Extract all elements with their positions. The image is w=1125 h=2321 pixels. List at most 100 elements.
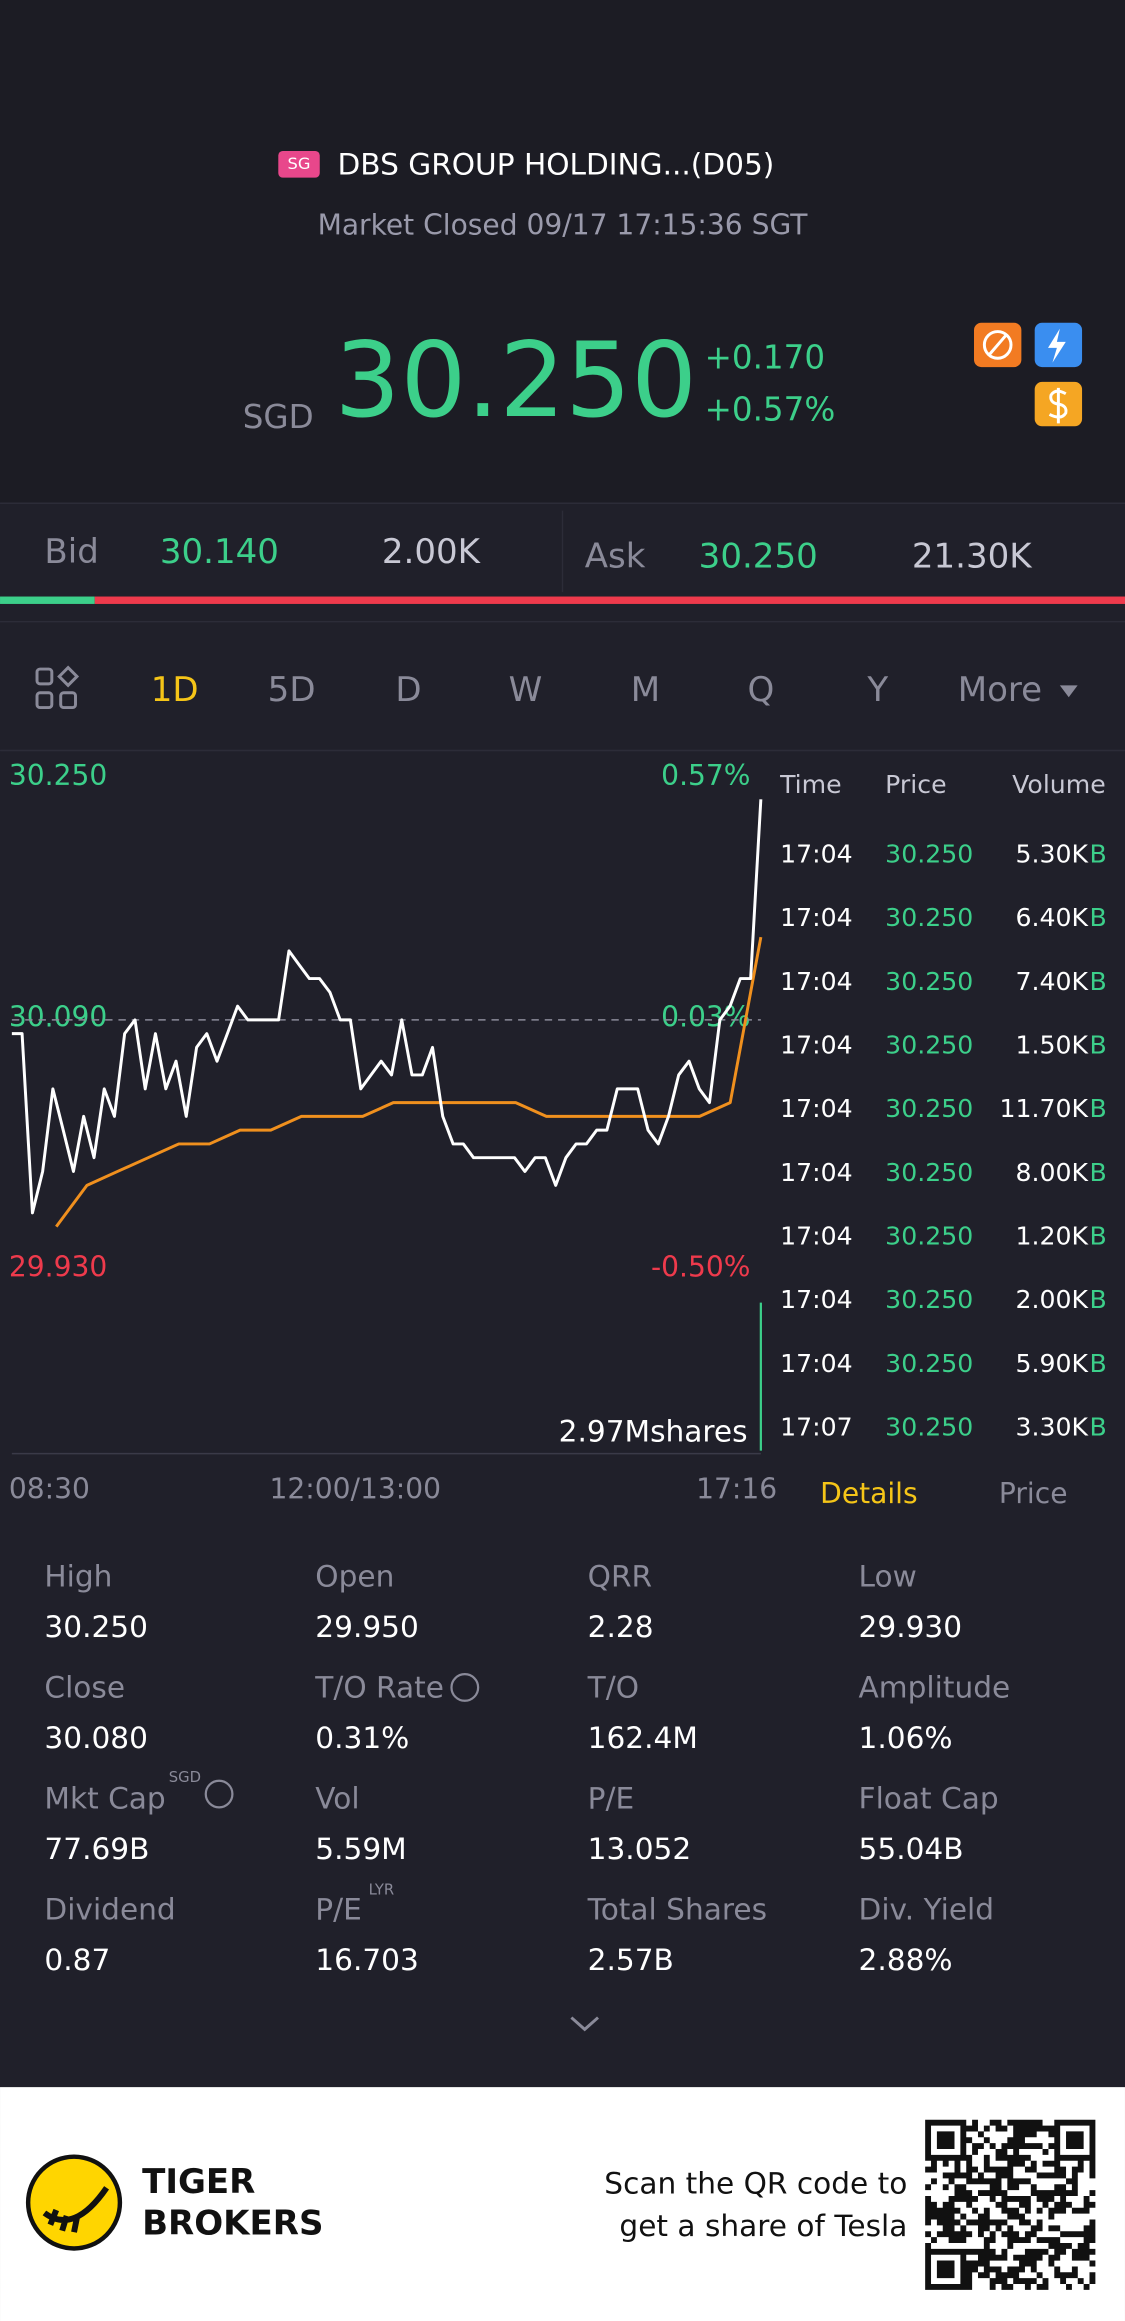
- bid-price: 30.140: [160, 532, 279, 572]
- x-tick-label: 12:00/13:00: [270, 1473, 441, 1506]
- brand-logo-glyph: [42, 2186, 110, 2233]
- trade-side: B: [1089, 1221, 1106, 1250]
- detail-label: Mkt Cap: [44, 1781, 165, 1815]
- bid-bar: [0, 596, 95, 604]
- icon-glyph: [1048, 328, 1066, 363]
- trade-header: Volume: [1012, 770, 1106, 799]
- detail-value: 30.250: [44, 1610, 148, 1644]
- trade-volume: 6.40K: [1015, 903, 1089, 932]
- trade-side: B: [1089, 1412, 1106, 1441]
- trade-volume: 8.00K: [1015, 1158, 1089, 1187]
- stock-title: DBS GROUP HOLDING...(D05): [338, 147, 775, 181]
- period-tab[interactable]: 1D: [151, 670, 199, 710]
- period-tab[interactable]: Q: [747, 670, 774, 710]
- trade-price: 30.250: [885, 1412, 973, 1441]
- detail-value: 55.04B: [859, 1832, 964, 1866]
- expand-chevron[interactable]: [570, 2016, 600, 2032]
- period-tab[interactable]: Y: [866, 670, 888, 710]
- x-tick-label: 17:16: [696, 1473, 777, 1506]
- side-tab[interactable]: Details: [820, 1477, 917, 1510]
- trade-price: 30.250: [885, 903, 973, 932]
- y-tick-label: 30.090: [9, 1000, 107, 1033]
- currency: SGD: [243, 398, 314, 436]
- y-tick-label: 29.930: [9, 1251, 107, 1284]
- footer-bg: [0, 2087, 1125, 2321]
- market-badge-label: SG: [288, 154, 311, 173]
- detail-label: T/O Rate: [314, 1670, 444, 1704]
- trade-time: 17:04: [780, 1285, 853, 1314]
- detail-label: Amplitude: [859, 1670, 1011, 1704]
- header-bg: [0, 0, 1125, 504]
- brand-logo: [25, 2154, 123, 2251]
- last-price: 30.250: [335, 321, 698, 441]
- price-change: +0.170: [705, 339, 825, 377]
- trade-time: 17:04: [780, 1094, 853, 1123]
- x-tick-label: 08:30: [9, 1473, 90, 1506]
- bid-size: 2.00K: [382, 532, 482, 572]
- trade-volume: 5.90K: [1015, 1349, 1089, 1378]
- icon-glyph: [1048, 387, 1068, 424]
- detail-label: Float Cap: [859, 1781, 999, 1815]
- trade-volume: 5.30K: [1015, 840, 1089, 869]
- detail-value: 77.69B: [44, 1832, 149, 1866]
- ask-label: Ask: [585, 537, 646, 577]
- period-tab[interactable]: More: [958, 670, 1042, 710]
- trade-price: 30.250: [885, 840, 973, 869]
- detail-label: T/O: [587, 1670, 639, 1704]
- detail-value: 29.930: [859, 1610, 963, 1644]
- layout-icon[interactable]: [35, 665, 80, 710]
- ask-bar: [94, 596, 1125, 604]
- trade-volume: 1.50K: [1015, 1031, 1089, 1060]
- detail-value: 0.31%: [315, 1721, 409, 1755]
- detail-label: P/E: [315, 1892, 362, 1926]
- trade-side: B: [1089, 967, 1106, 996]
- period-tab[interactable]: W: [509, 670, 543, 710]
- trade-volume: 7.40K: [1015, 967, 1089, 996]
- detail-value: 2.57B: [588, 1943, 674, 1977]
- superscript: SGD: [169, 1769, 201, 1786]
- promo-text: get a share of Tesla: [619, 2209, 907, 2243]
- price-change-pct: +0.57%: [705, 391, 836, 429]
- period-tab[interactable]: 5D: [268, 670, 316, 710]
- detail-label: Vol: [315, 1781, 359, 1815]
- detail-label: Div. Yield: [859, 1892, 995, 1926]
- period-tab[interactable]: D: [395, 670, 421, 710]
- trade-side: B: [1089, 903, 1106, 932]
- trade-price: 30.250: [885, 1285, 973, 1314]
- trade-volume: 11.70K: [999, 1094, 1089, 1123]
- side-tab[interactable]: Price: [999, 1477, 1068, 1510]
- trade-volume: 1.20K: [1015, 1221, 1089, 1250]
- detail-value: 1.06%: [859, 1721, 953, 1755]
- trade-time: 17:04: [780, 1031, 853, 1060]
- detail-label: High: [44, 1559, 112, 1593]
- y-tick-label: 30.250: [9, 759, 107, 792]
- detail-value: 16.703: [315, 1943, 419, 1977]
- detail-value: 13.052: [588, 1832, 692, 1866]
- detail-label: Total Shares: [587, 1892, 767, 1926]
- detail-value: 162.4M: [588, 1721, 698, 1755]
- detail-value: 0.87: [44, 1943, 110, 1977]
- trade-time: 17:04: [780, 1158, 853, 1187]
- detail-value: 2.88%: [859, 1943, 953, 1977]
- trade-side: B: [1089, 1031, 1106, 1060]
- period-tab[interactable]: M: [631, 670, 660, 710]
- qr-code: [925, 2119, 1096, 2290]
- detail-value: 5.59M: [315, 1832, 406, 1866]
- info-icon[interactable]: [450, 1673, 480, 1702]
- detail-label: Open: [315, 1559, 394, 1593]
- detail-label: Low: [859, 1559, 917, 1593]
- detail-label: Dividend: [44, 1892, 175, 1926]
- bid-label: Bid: [44, 532, 98, 572]
- detail-value: 30.080: [44, 1721, 148, 1755]
- pct-label: 0.03%: [661, 1000, 750, 1033]
- detail-value: 2.28: [588, 1610, 654, 1644]
- pct-label: -0.50%: [651, 1251, 750, 1284]
- volume-label: 2.97Mshares: [559, 1414, 748, 1448]
- trade-volume: 2.00K: [1015, 1285, 1089, 1314]
- trade-price: 30.250: [885, 967, 973, 996]
- trade-time: 17:04: [780, 840, 853, 869]
- detail-value: 29.950: [315, 1610, 419, 1644]
- ask-price: 30.250: [699, 537, 818, 577]
- info-icon[interactable]: [204, 1779, 234, 1809]
